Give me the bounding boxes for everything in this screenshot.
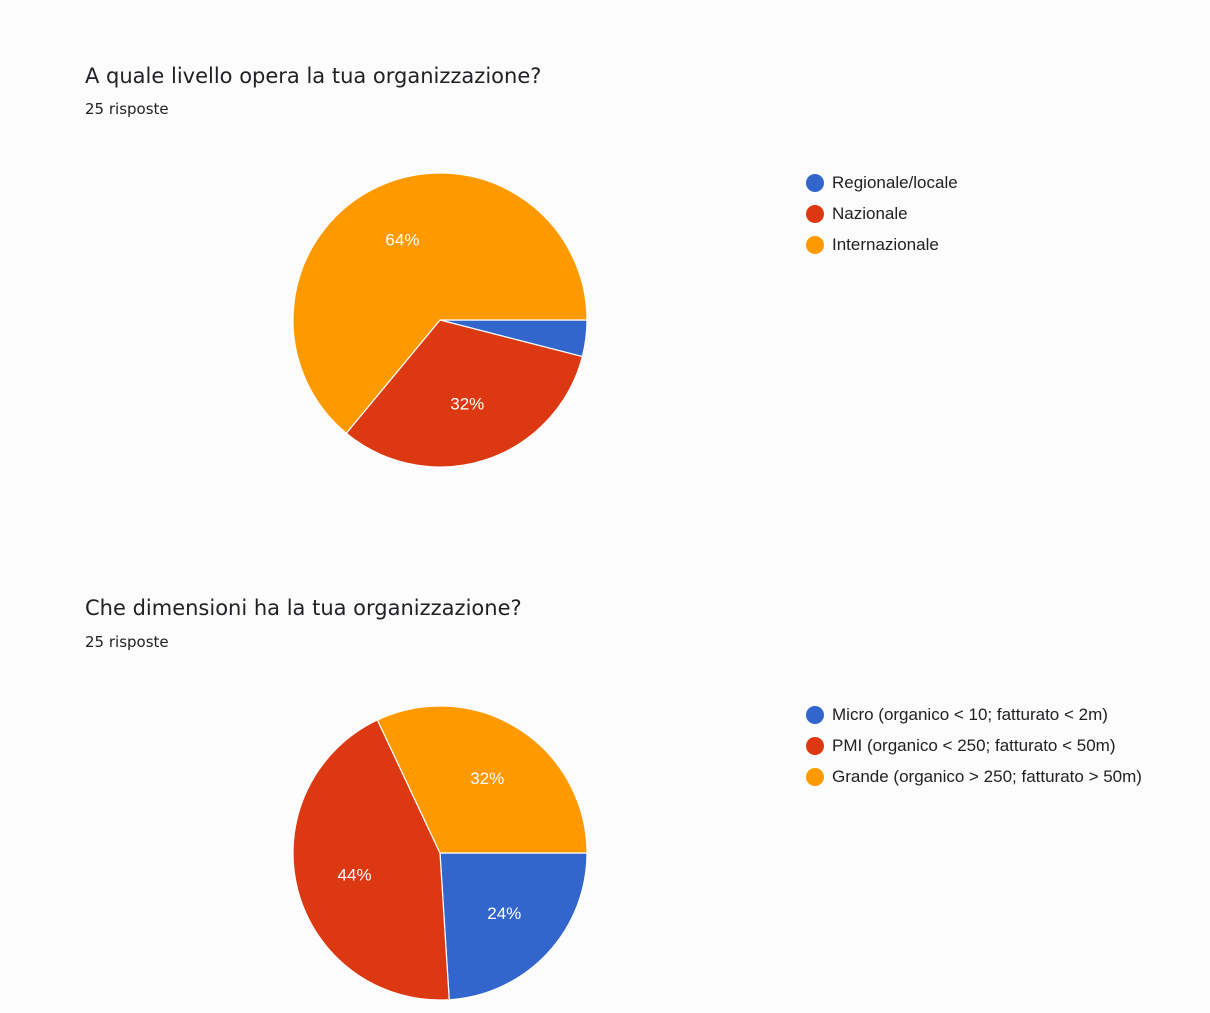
- legend-swatch: [806, 205, 824, 223]
- pie-chart[interactable]: 24% 44% 32%: [280, 693, 600, 1013]
- pie-slice-grande-organico-250-fatturato-50m[interactable]: [376, 705, 588, 854]
- pie-slice-internazionale[interactable]: [292, 172, 588, 435]
- legend-item[interactable]: Grande (organico > 250; fatturato > 50m): [806, 766, 1186, 788]
- slice-value-label: 24%: [487, 904, 521, 923]
- chart-legend: Regionale/locale Nazionale Internazionale: [806, 172, 1186, 265]
- response-count: 25 risposte: [85, 100, 169, 118]
- question-title: A quale livello opera la tua organizzazi…: [85, 64, 542, 88]
- legend-item[interactable]: Nazionale: [806, 203, 1186, 225]
- legend-label: PMI (organico < 250; fatturato < 50m): [832, 736, 1116, 755]
- slice-value-label: 32%: [470, 769, 504, 788]
- pie-chart[interactable]: 32% 64%: [280, 160, 600, 480]
- legend-label: Regionale/locale: [832, 173, 958, 192]
- legend-label: Grande (organico > 250; fatturato > 50m): [832, 767, 1142, 786]
- slice-value-label: 64%: [385, 231, 419, 250]
- legend-item[interactable]: Internazionale: [806, 234, 1186, 256]
- legend-swatch: [806, 236, 824, 254]
- chart-legend: Micro (organico < 10; fatturato < 2m) PMI…: [806, 704, 1186, 797]
- pie-slice-micro-organico-10-fatturato-2m[interactable]: [439, 852, 588, 1001]
- slice-value-label: 44%: [338, 865, 372, 884]
- question-card: A quale livello opera la tua organizzazi…: [85, 64, 1186, 480]
- legend-label: Micro (organico < 10; fatturato < 2m): [832, 705, 1108, 724]
- legend-swatch: [806, 706, 824, 724]
- slice-value-label: 32%: [450, 394, 484, 413]
- legend-label: Internazionale: [832, 235, 939, 254]
- legend-swatch: [806, 174, 824, 192]
- legend-item[interactable]: PMI (organico < 250; fatturato < 50m): [806, 735, 1186, 757]
- legend-label: Nazionale: [832, 204, 908, 223]
- legend-item[interactable]: Regionale/locale: [806, 172, 1186, 194]
- response-count: 25 risposte: [85, 633, 169, 651]
- legend-item[interactable]: Micro (organico < 10; fatturato < 2m): [806, 704, 1186, 726]
- pie-slice-nazionale[interactable]: [345, 319, 584, 468]
- legend-swatch: [806, 737, 824, 755]
- legend-swatch: [806, 768, 824, 786]
- question-title: Che dimensioni ha la tua organizzazione?: [85, 596, 522, 620]
- question-card: Che dimensioni ha la tua organizzazione?…: [0, 530, 1210, 1008]
